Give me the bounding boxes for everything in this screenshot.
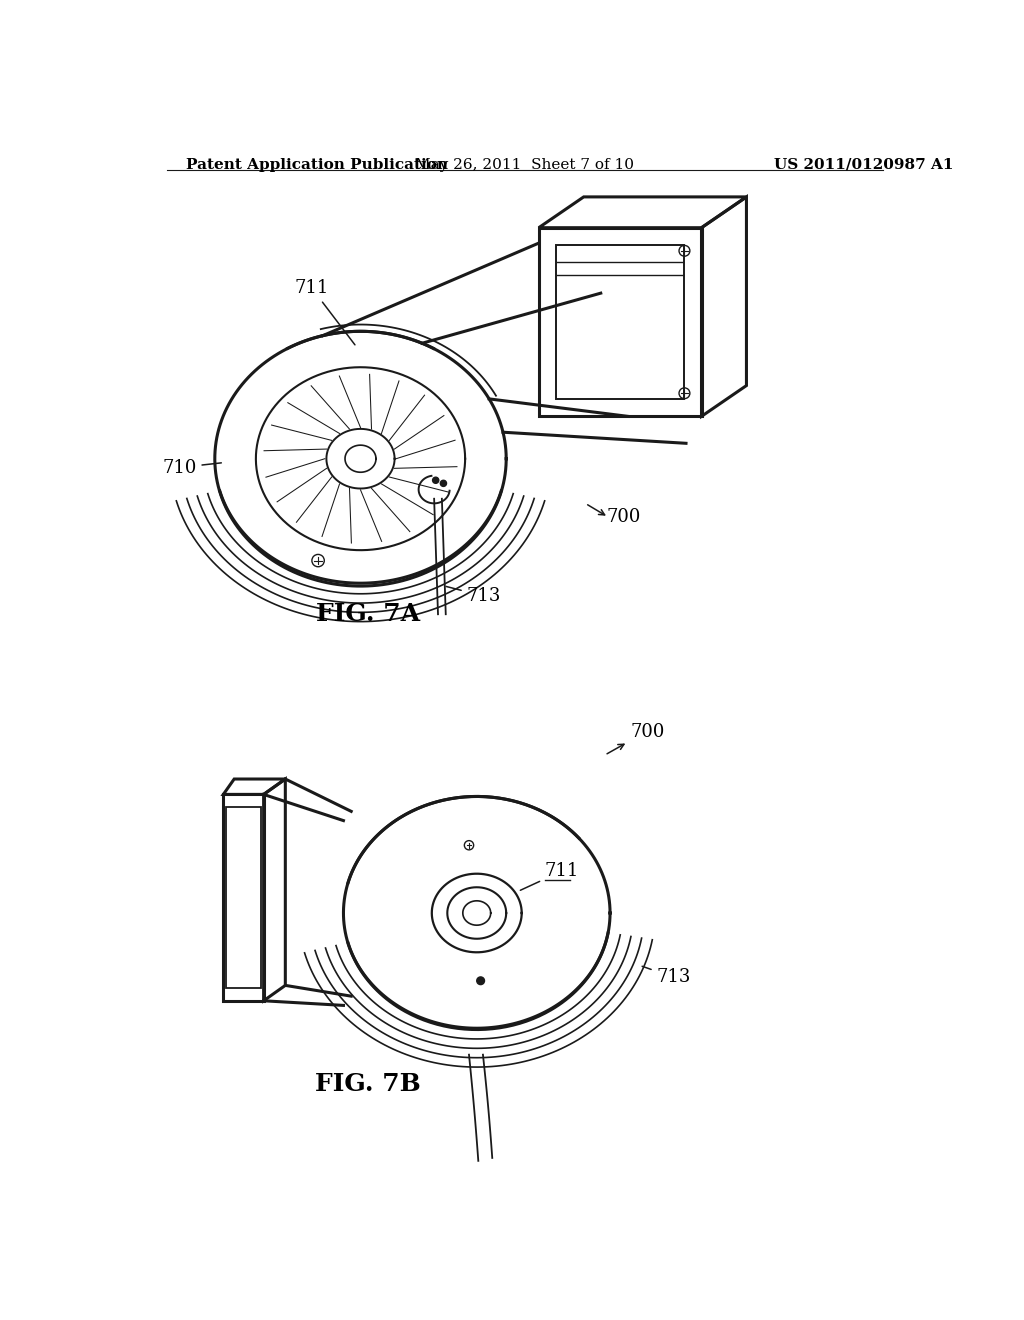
Text: 711: 711 — [295, 279, 355, 345]
Text: US 2011/0120987 A1: US 2011/0120987 A1 — [774, 157, 954, 172]
Text: 700: 700 — [630, 723, 665, 742]
Circle shape — [432, 477, 438, 483]
Text: 713: 713 — [642, 966, 691, 986]
Text: 713: 713 — [446, 586, 501, 605]
Text: 710: 710 — [162, 458, 221, 477]
Text: 700: 700 — [607, 508, 641, 525]
Circle shape — [440, 480, 446, 487]
Text: May 26, 2011  Sheet 7 of 10: May 26, 2011 Sheet 7 of 10 — [416, 157, 634, 172]
Circle shape — [477, 977, 484, 985]
Text: Patent Application Publication: Patent Application Publication — [186, 157, 449, 172]
Text: FIG. 7A: FIG. 7A — [316, 602, 420, 626]
Text: 711: 711 — [520, 862, 580, 890]
Text: FIG. 7B: FIG. 7B — [315, 1072, 421, 1096]
